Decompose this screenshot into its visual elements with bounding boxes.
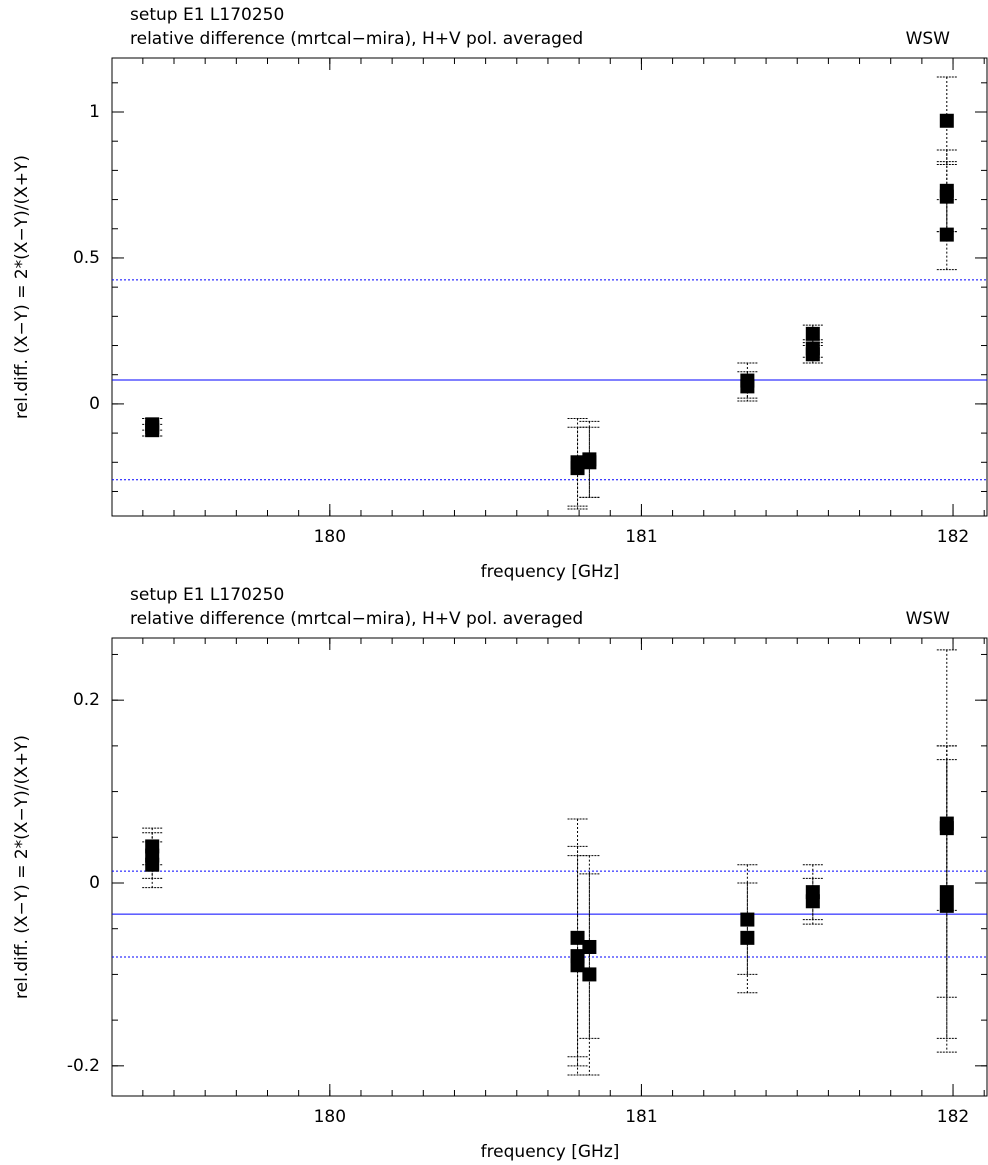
marker — [570, 461, 585, 476]
x-tick-label: 182 — [937, 527, 969, 547]
marker — [939, 113, 954, 128]
marker — [939, 898, 954, 913]
x-tick-label: 182 — [937, 1107, 969, 1127]
y-axis-label: rel.diff. (X−Y) = 2*(X−Y)/(X+Y) — [12, 155, 32, 419]
marker — [740, 373, 755, 388]
chart-title: setup E1 L170250 — [130, 5, 284, 25]
marker — [570, 958, 585, 973]
plot-frame — [111, 57, 988, 517]
marker — [805, 341, 820, 356]
chart-title: setup E1 L170250 — [130, 585, 284, 605]
marker — [582, 455, 597, 470]
marker — [145, 857, 160, 872]
y-tick-label: 0 — [89, 873, 100, 893]
y-tick-label: 0.2 — [73, 690, 100, 710]
chart-subtitle: relative difference (mrtcal−mira), H+V p… — [130, 29, 583, 49]
marker — [740, 930, 755, 945]
marker — [582, 967, 597, 982]
y-tick-label: 0.5 — [73, 248, 100, 268]
x-axis-label: frequency [GHz] — [481, 562, 620, 582]
plot-frame — [111, 637, 988, 1097]
marker — [570, 930, 585, 945]
annotation: WSW — [906, 609, 951, 629]
x-tick-label: 181 — [625, 527, 657, 547]
x-tick-label: 180 — [314, 1107, 346, 1127]
y-axis-label: rel.diff. (X−Y) = 2*(X−Y)/(X+Y) — [12, 735, 32, 999]
marker — [939, 227, 954, 242]
x-axis-label: frequency [GHz] — [481, 1142, 620, 1162]
marker — [145, 420, 160, 435]
y-tick-label: 1 — [89, 102, 100, 122]
y-tick-label: -0.2 — [67, 1056, 100, 1076]
marker — [805, 894, 820, 909]
marker — [805, 326, 820, 341]
x-tick-label: 180 — [314, 527, 346, 547]
x-tick-label: 181 — [625, 1107, 657, 1127]
chart-subtitle: relative difference (mrtcal−mira), H+V p… — [130, 609, 583, 629]
marker — [939, 189, 954, 204]
y-tick-label: 0 — [89, 394, 100, 414]
annotation: WSW — [906, 29, 951, 49]
